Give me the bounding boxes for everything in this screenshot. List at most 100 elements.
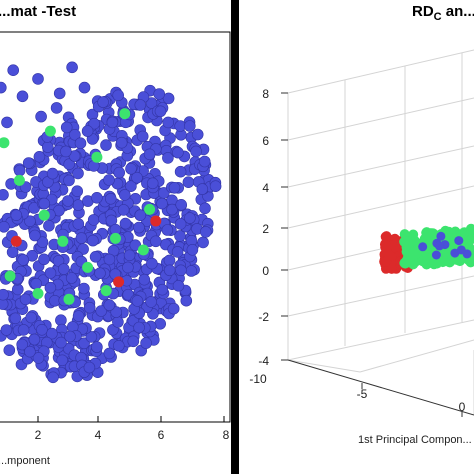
blue-point <box>162 116 174 129</box>
blue-point <box>57 263 70 275</box>
blue-point <box>434 241 444 251</box>
red-point <box>150 215 162 227</box>
blue-point <box>134 209 147 221</box>
green-point <box>119 108 131 120</box>
blue-point <box>199 202 211 215</box>
right-scatter-points <box>379 223 474 274</box>
blue-point <box>162 92 175 105</box>
blue-point <box>146 177 159 190</box>
blue-point <box>25 311 38 324</box>
blue-point <box>72 167 84 180</box>
blue-point <box>156 283 169 296</box>
blue-point <box>16 90 29 103</box>
blue-point <box>46 327 58 340</box>
blue-point <box>81 125 94 137</box>
blue-point <box>200 226 212 238</box>
blue-point <box>197 236 209 249</box>
left-x-ticks: 2 4 6 8 <box>35 416 230 442</box>
blue-point <box>103 347 116 360</box>
blue-point <box>62 195 74 207</box>
green-point <box>144 203 156 215</box>
blue-point <box>28 333 41 346</box>
blue-point <box>156 197 168 210</box>
blue-point <box>162 152 174 164</box>
blue-point <box>30 277 43 290</box>
left-chart: ...mat -Test 2 4 6 8 ...mponent <box>0 3 231 467</box>
blue-point <box>131 171 143 184</box>
blue-point <box>16 338 29 351</box>
blue-point <box>46 167 59 180</box>
blue-point <box>6 246 19 258</box>
blue-point <box>119 217 132 230</box>
blue-point <box>191 128 204 141</box>
blue-point <box>91 341 103 353</box>
blue-point <box>153 88 165 100</box>
blue-point <box>143 148 156 161</box>
green-point <box>4 270 16 282</box>
blue-point <box>85 331 98 343</box>
red-point <box>389 242 400 253</box>
green-point <box>38 209 50 221</box>
blue-point <box>69 129 81 141</box>
blue-point <box>33 151 46 163</box>
blue-point <box>19 293 32 306</box>
blue-point <box>100 139 112 151</box>
blue-point <box>9 312 22 325</box>
right-z-tick-label: 6 <box>262 134 269 148</box>
blue-point <box>113 339 125 352</box>
blue-point <box>1 116 13 129</box>
blue-point <box>78 282 90 295</box>
blue-point <box>60 145 72 158</box>
right-x-tick-label: -5 <box>357 387 368 401</box>
blue-point <box>186 244 199 256</box>
blue-point <box>29 229 41 242</box>
right-chart: RDC an... <box>239 3 474 474</box>
blue-point <box>146 257 158 270</box>
blue-point <box>122 261 134 274</box>
blue-point <box>125 163 137 175</box>
blue-point <box>78 337 90 350</box>
blue-point <box>41 141 54 153</box>
blue-point <box>0 324 13 336</box>
left-chart-title: ...mat -Test <box>0 3 76 20</box>
blue-point <box>184 212 196 224</box>
green-point <box>44 125 56 137</box>
blue-point <box>167 302 180 315</box>
blue-point <box>115 136 128 149</box>
blue-point <box>44 281 57 294</box>
green-point <box>419 254 430 265</box>
blue-point <box>133 221 145 234</box>
blue-point <box>105 193 117 205</box>
blue-point <box>182 176 195 188</box>
blue-point <box>65 272 78 284</box>
blue-point <box>13 164 26 177</box>
green-point <box>466 223 474 234</box>
blue-point <box>83 361 96 374</box>
blue-point <box>174 230 186 242</box>
blue-point <box>134 99 147 111</box>
blue-point <box>64 330 76 343</box>
blue-point <box>24 345 36 358</box>
green-point <box>32 288 44 299</box>
blue-point <box>78 81 91 94</box>
right-z-tick-label: 2 <box>262 222 269 236</box>
green-point <box>137 244 149 256</box>
green-point <box>443 231 454 242</box>
red-point <box>380 231 391 242</box>
panel-divider <box>231 0 239 474</box>
blue-point <box>75 232 88 244</box>
blue-point <box>44 267 57 279</box>
blue-point <box>117 204 130 216</box>
red-point <box>113 276 125 288</box>
blue-point <box>140 337 152 349</box>
green-point <box>100 285 112 297</box>
green-point <box>466 234 474 245</box>
green-point <box>440 248 451 259</box>
blue-point <box>7 64 19 76</box>
blue-point <box>161 224 174 236</box>
left-x-axis-label: ...mponent <box>0 455 50 467</box>
blue-point <box>71 185 83 197</box>
blue-point <box>17 254 30 266</box>
blue-point <box>36 323 48 336</box>
blue-point <box>456 245 466 255</box>
